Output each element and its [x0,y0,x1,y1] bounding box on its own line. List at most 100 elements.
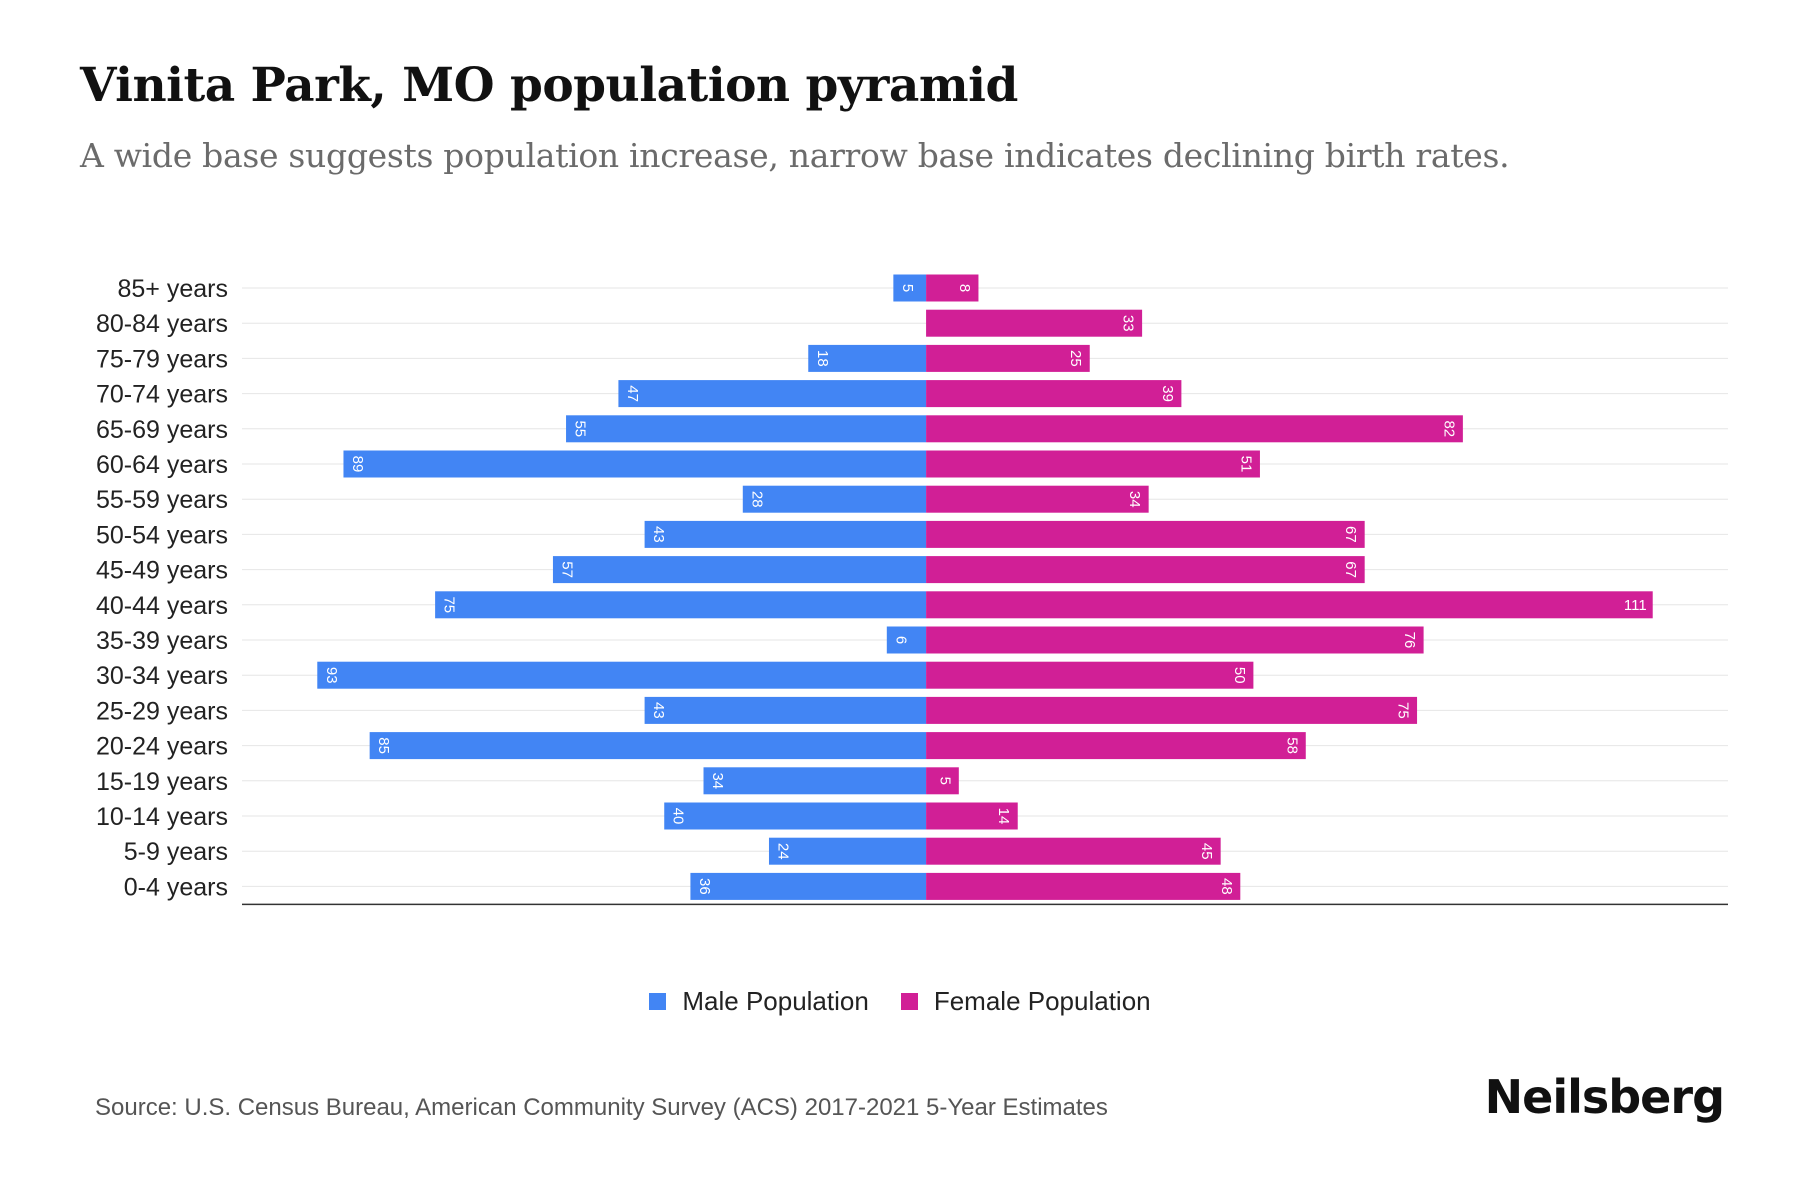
male-data-label: 24 [774,843,791,860]
female-bar[interactable] [926,309,1143,337]
male-data-label: 43 [650,702,667,719]
male-data-label: 57 [558,561,575,578]
female-bar[interactable] [926,872,1241,900]
female-data-label: 5 [936,777,953,785]
male-data-label: 5 [899,284,916,292]
male-data-label: 85 [375,737,392,754]
female-data-label: 33 [1120,315,1137,332]
female-bar[interactable] [926,520,1365,548]
female-data-label: 8 [956,284,973,292]
female-data-label: 25 [1067,350,1084,367]
male-bar[interactable] [343,450,927,478]
female-bar[interactable] [926,485,1149,513]
y-tick-label: 50-54 years [96,521,228,549]
female-bar[interactable] [926,450,1260,478]
male-bar[interactable] [703,767,927,795]
chart-title: Vinita Park, MO population pyramid [80,58,1018,113]
legend-male-label: Male Population [682,986,869,1016]
male-data-label: 18 [814,350,831,367]
female-bar[interactable] [926,696,1418,724]
female-data-label: 82 [1440,420,1457,437]
male-data-label: 93 [323,667,340,684]
female-bar[interactable] [926,626,1424,654]
female-data-label: 75 [1395,702,1412,719]
brand-logo: Neilsberg [1484,1070,1725,1124]
male-swatch-icon [649,993,667,1010]
y-tick-label: 85+ years [118,275,229,303]
y-tick-label: 80-84 years [96,310,228,338]
y-tick-label: 55-59 years [96,486,228,514]
male-bar[interactable] [618,380,927,408]
female-data-label: 67 [1342,526,1359,543]
y-tick-label: 5-9 years [124,838,228,866]
female-data-label: 45 [1198,843,1215,860]
male-data-label: 6 [892,636,909,644]
male-bar[interactable] [742,485,927,513]
y-tick-label: 75-79 years [96,345,228,373]
female-data-label: 111 [1624,597,1647,614]
male-bar[interactable] [768,837,927,865]
y-tick-label: 25-29 years [96,697,228,725]
male-bar[interactable] [552,556,927,584]
male-bar[interactable] [317,661,927,689]
y-tick-label: 10-14 years [96,803,228,831]
female-data-label: 14 [995,808,1012,825]
male-bar[interactable] [886,626,927,654]
female-bar[interactable] [926,661,1254,689]
y-tick-label: 30-34 years [96,662,228,690]
y-tick-label: 60-64 years [96,451,228,479]
female-data-label: 39 [1159,385,1176,402]
y-tick-label: 65-69 years [96,416,228,444]
y-tick-label: 35-39 years [96,627,228,655]
female-data-label: 51 [1237,456,1254,473]
y-tick-label: 20-24 years [96,733,228,761]
y-tick-label: 40-44 years [96,592,228,620]
male-bar[interactable] [644,520,927,548]
female-data-label: 67 [1342,561,1359,578]
female-bar[interactable] [926,591,1653,619]
male-data-label: 28 [748,491,765,508]
female-bar[interactable] [926,274,979,302]
chart-legend: Male Population Female Population [0,986,1800,1017]
female-bar[interactable] [926,837,1221,865]
y-tick-label: 70-74 years [96,381,228,409]
male-data-label: 55 [572,420,589,437]
male-data-label: 89 [349,456,366,473]
female-data-label: 76 [1401,632,1418,649]
male-bar[interactable] [435,591,927,619]
female-bar[interactable] [926,732,1306,760]
female-bar[interactable] [926,767,959,795]
male-data-label: 47 [624,385,641,402]
female-data-label: 48 [1218,878,1235,895]
male-data-label: 34 [709,772,726,789]
legend-item-female[interactable]: Female Population [900,986,1151,1017]
female-data-label: 58 [1283,737,1300,754]
chart-subtitle: A wide base suggests population increase… [80,136,1510,175]
female-data-label: 50 [1231,667,1248,684]
y-tick-label: 0-4 years [124,873,228,901]
male-bar[interactable] [369,732,927,760]
female-bar[interactable] [926,415,1463,443]
female-data-label: 34 [1126,491,1143,508]
male-data-label: 75 [441,596,458,613]
female-bar[interactable] [926,556,1365,584]
male-bar[interactable] [893,274,927,302]
male-data-label: 36 [696,878,713,895]
female-bar[interactable] [926,802,1018,830]
legend-female-label: Female Population [933,986,1151,1016]
legend-item-male[interactable]: Male Population [649,986,869,1017]
male-data-label: 40 [670,808,687,825]
y-tick-label: 45-49 years [96,557,228,585]
female-bar[interactable] [926,380,1182,408]
male-bar[interactable] [690,872,927,900]
male-data-label: 43 [650,526,667,543]
source-note: Source: U.S. Census Bureau, American Com… [95,1094,1108,1121]
female-swatch-icon [900,993,918,1010]
male-bar[interactable] [644,696,927,724]
female-bar[interactable] [926,344,1090,372]
male-bar[interactable] [566,415,927,443]
male-bar[interactable] [808,344,927,372]
y-tick-label: 15-19 years [96,768,228,796]
male-bar[interactable] [664,802,927,830]
